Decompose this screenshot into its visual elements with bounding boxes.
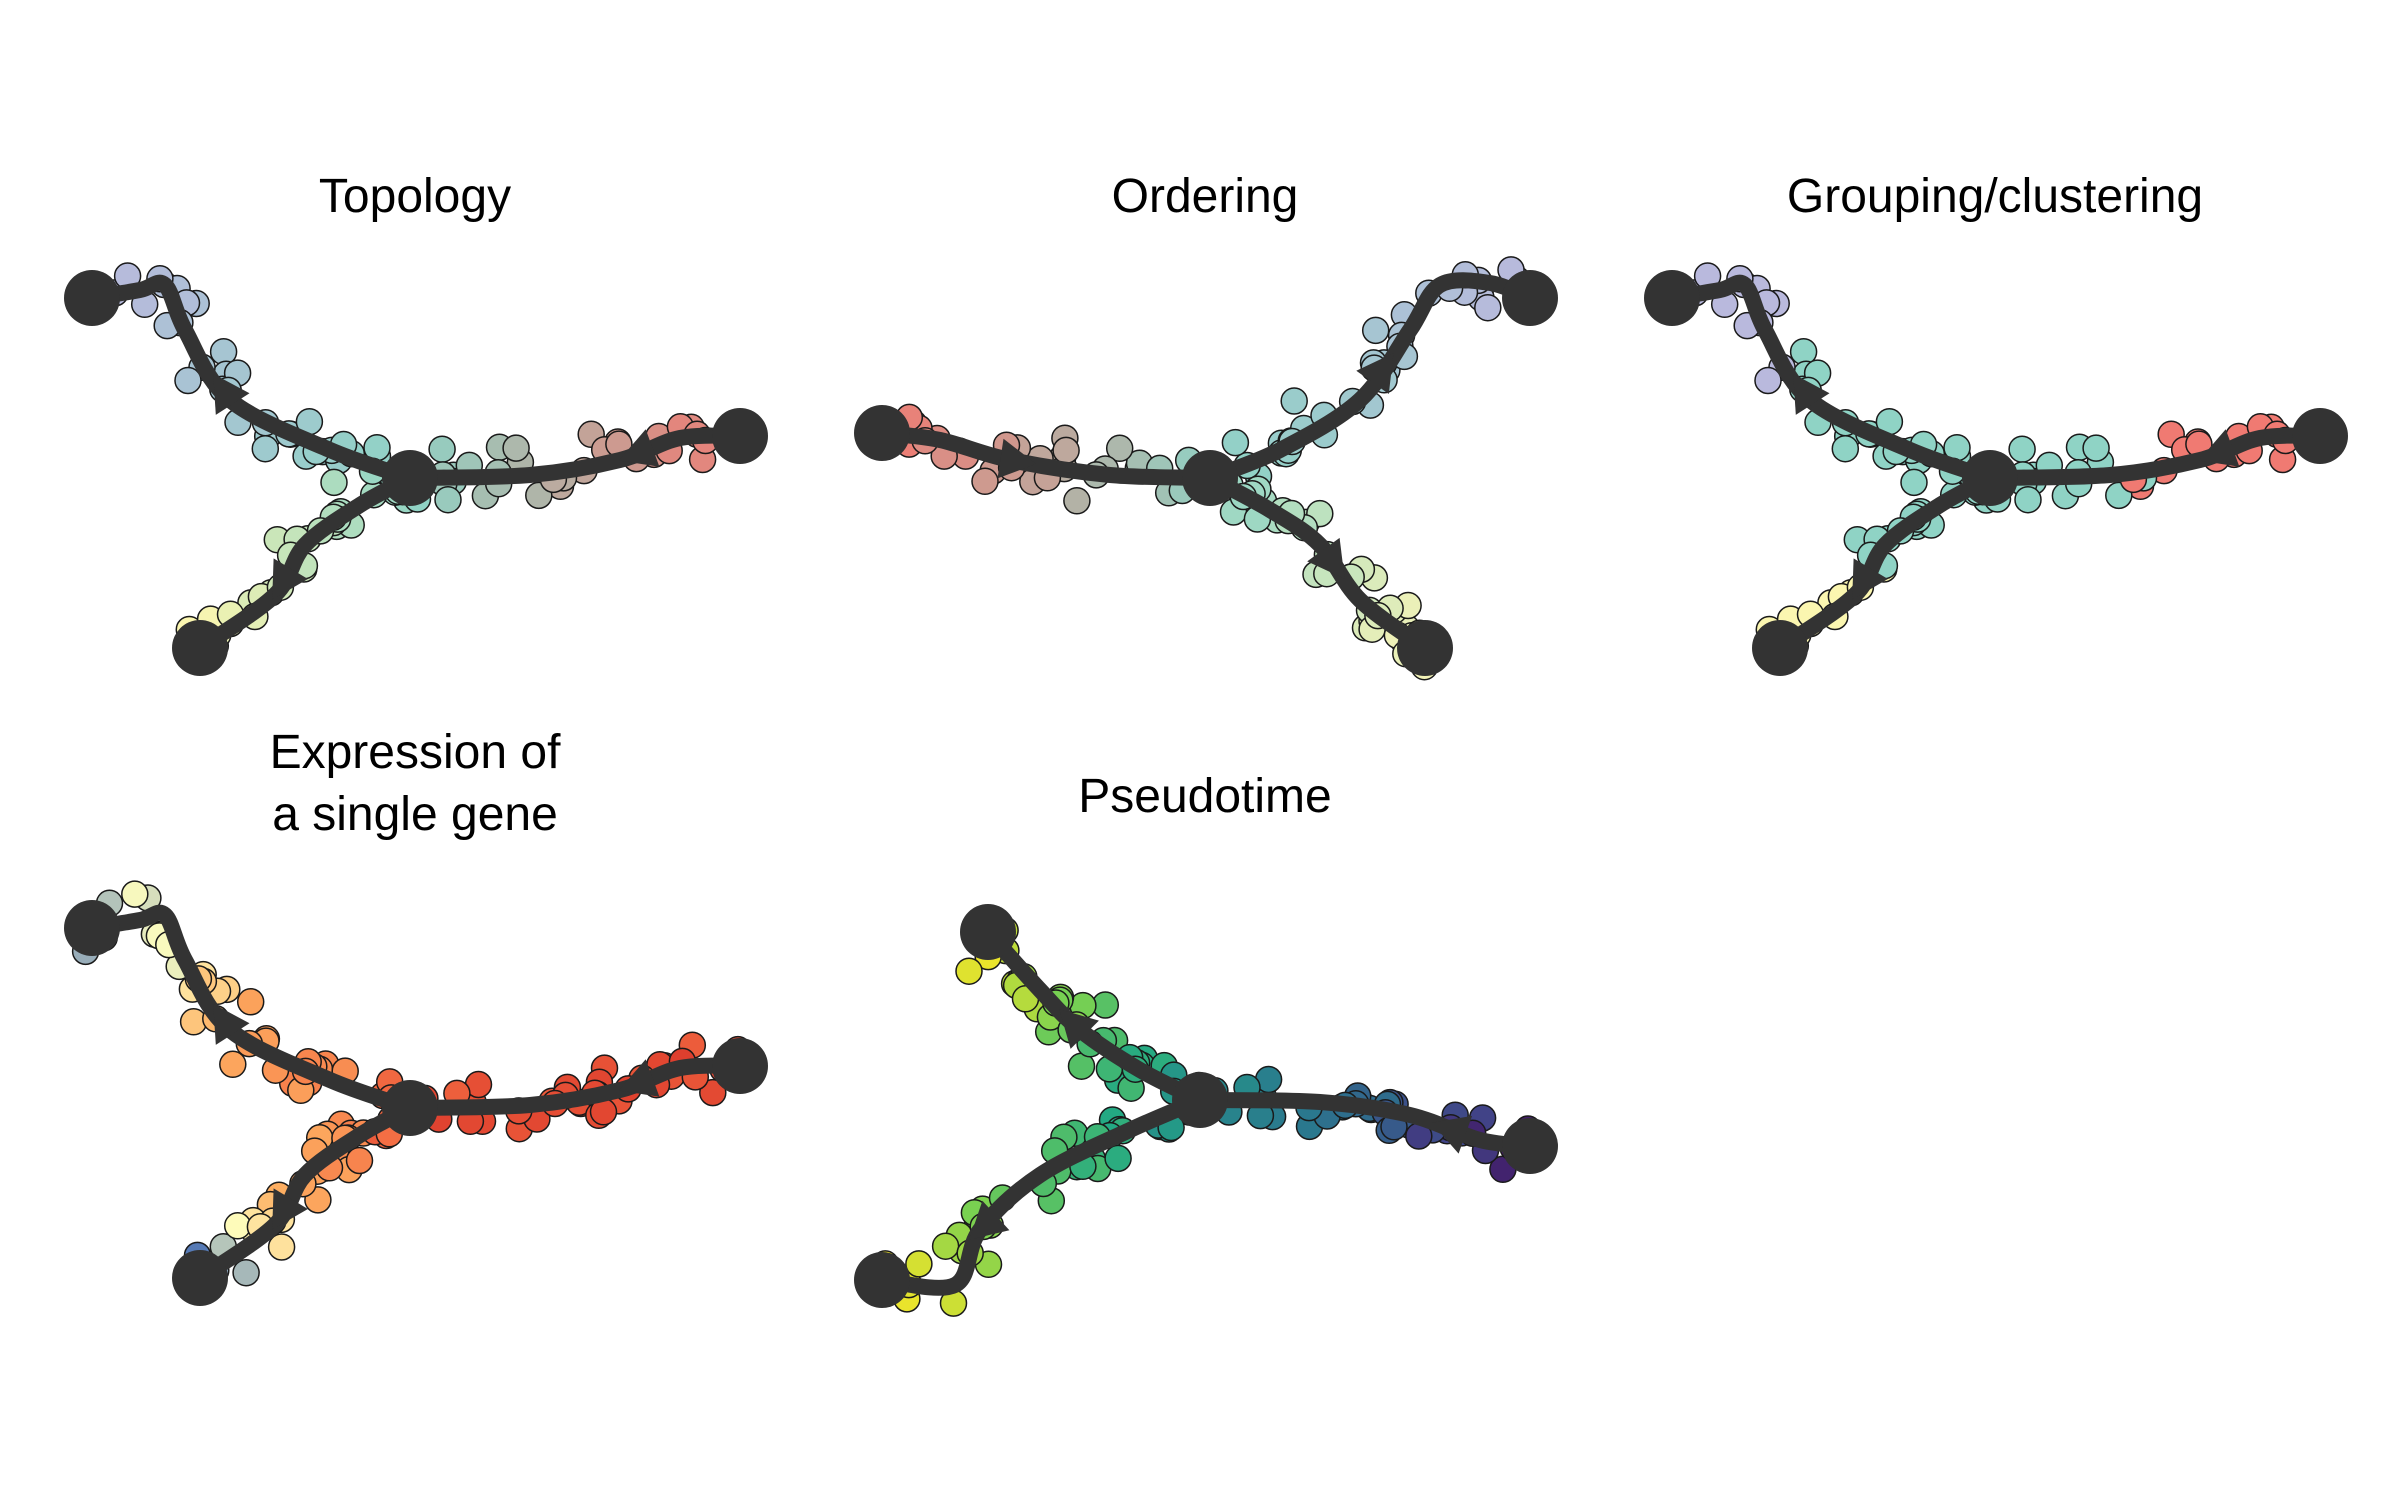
milestone-node: [64, 270, 120, 326]
trajectory-edge: [192, 470, 418, 656]
trajectory-ordering: [854, 270, 1558, 676]
trajectory-edge: [874, 1092, 1208, 1296]
cell-point: [1280, 387, 1308, 415]
trajectory-arrowhead: [1431, 1115, 1473, 1154]
milestone-node: [1644, 270, 1700, 326]
cell-point: [1754, 366, 1782, 395]
trajectory-edge: [1772, 470, 1998, 656]
panel-title-ordering: Ordering: [1112, 170, 1299, 223]
trajectory-arrowhead: [969, 1200, 1010, 1240]
trajectory-arrowhead: [213, 1003, 250, 1045]
trajectory-arrowhead: [1307, 537, 1345, 579]
cell-point: [121, 880, 149, 908]
cell-point: [2082, 434, 2110, 462]
milestone-node: [1752, 620, 1808, 676]
trajectory-edge: [192, 1100, 418, 1286]
milestone-node: [1502, 270, 1558, 326]
panel-title-grouping: Grouping/clustering: [1787, 170, 2203, 223]
trajectory-arrowhead: [1793, 373, 1830, 415]
trajectory-arrowhead: [272, 1188, 308, 1230]
milestone-node: [172, 620, 228, 676]
cell-point: [236, 988, 265, 1016]
milestone-node: [960, 904, 1016, 960]
cell-point: [699, 1078, 727, 1107]
trajectory-pseudotime: [854, 904, 1558, 1308]
trajectory-arrowhead: [1356, 353, 1394, 394]
milestone-node: [382, 1080, 438, 1136]
panel-title-expression-line-1: Expression of: [270, 726, 561, 779]
panel-ordering: Ordering: [854, 170, 1558, 681]
cell-point: [1104, 1144, 1132, 1173]
milestone-node: [1182, 450, 1238, 506]
cell-point: [1900, 468, 1928, 497]
cell-point: [971, 467, 999, 496]
milestone-node: [712, 1038, 768, 1094]
trajectory-arrowhead: [213, 373, 250, 415]
cell-point: [320, 468, 348, 497]
milestone-node: [1397, 620, 1453, 676]
trajectory-edge: [1202, 272, 1538, 486]
cell-point: [1474, 293, 1502, 322]
trajectory-topology: [64, 270, 768, 676]
trajectory-edge: [1192, 1092, 1538, 1154]
trajectory-edge: [84, 274, 418, 486]
cell-point: [251, 434, 280, 463]
trajectory-edge: [1664, 274, 1998, 486]
trajectory-edge: [1982, 427, 2328, 486]
milestone-node: [854, 1252, 910, 1308]
cell-point: [174, 366, 202, 395]
panel-title-pseudotime: Pseudotime: [1078, 770, 1331, 823]
milestone-node: [1502, 1118, 1558, 1174]
trajectory-arrowhead: [997, 438, 1037, 479]
trajectory-arrowhead: [618, 429, 660, 467]
cell-point: [1105, 434, 1134, 463]
cell-point: [219, 1050, 247, 1079]
milestone-node: [382, 450, 438, 506]
cell-point: [1063, 487, 1091, 515]
milestone-node: [64, 900, 120, 956]
cell-point: [345, 1146, 374, 1175]
cell-point: [2008, 435, 2036, 463]
milestone-node: [2292, 408, 2348, 464]
trajectory-edge: [402, 1057, 748, 1116]
milestone-node: [172, 1250, 228, 1306]
cell-point: [232, 1258, 260, 1287]
trajectory-arrowhead: [1059, 1009, 1099, 1049]
trajectory-expression: [64, 900, 768, 1306]
panel-title-topology: Topology: [319, 170, 511, 223]
cell-point: [955, 957, 983, 985]
trajectory-grouping: [1644, 270, 2348, 676]
trajectory-arrowhead: [272, 558, 308, 600]
panel-pseudotime: Pseudotime: [854, 770, 1558, 1317]
trajectory-arrowhead: [1852, 558, 1888, 600]
cell-point: [1831, 434, 1860, 463]
cell-point: [905, 1250, 933, 1278]
milestone-node: [854, 405, 910, 461]
trajectory-edge: [1202, 470, 1433, 656]
panel-title-expression-line-2: a single gene: [272, 788, 558, 841]
cell-point: [2014, 485, 2042, 514]
trajectory-arrowhead: [2198, 429, 2240, 467]
panel-expression: Expression of a single gene: [64, 726, 768, 1306]
milestone-node: [1172, 1072, 1228, 1128]
cell-point: [502, 434, 530, 462]
cell-point: [267, 1233, 296, 1261]
cell-point: [1361, 316, 1390, 345]
trajectory-edge: [402, 427, 748, 486]
panel-grouping: Grouping/clustering: [1644, 170, 2348, 676]
panel-topology: Topology: [64, 170, 768, 676]
milestone-node: [712, 408, 768, 464]
trajectory-edge: [84, 904, 418, 1116]
cell-point: [1221, 428, 1250, 457]
trajectory-arrowhead: [618, 1059, 660, 1097]
cell-point: [434, 485, 462, 514]
cell-point: [931, 1232, 960, 1260]
cell-point: [428, 435, 456, 463]
milestone-node: [1962, 450, 2018, 506]
cell-point: [1052, 436, 1080, 465]
